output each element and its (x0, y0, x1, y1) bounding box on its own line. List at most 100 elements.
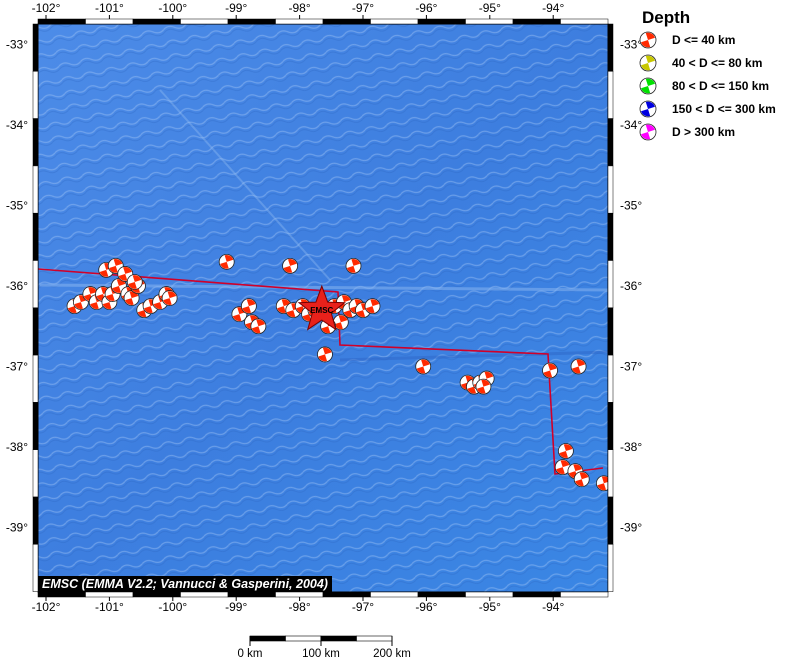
frame-segment (465, 18, 514, 25)
frame-segment (85, 591, 134, 598)
frame-segment (512, 591, 561, 598)
beachball-icon (639, 31, 657, 48)
latitude-tick-label: -35° (620, 199, 642, 213)
longitude-tick-label: -94° (542, 1, 564, 15)
frame-segment (607, 212, 614, 261)
scale-bar-segment (249, 635, 286, 642)
latitude-tick-label: -38° (6, 440, 28, 454)
beachball-icon (639, 54, 657, 71)
earthquake-event-marker (542, 362, 558, 379)
depth-legend: Depth D <= 40 km 40 < D <= 80 km 80 < D <=… (630, 8, 785, 143)
frame-segment (370, 18, 419, 25)
legend-label: 80 < D <= 150 km (672, 78, 770, 93)
longitude-tick-label: -101° (95, 600, 124, 614)
frame-segment (132, 18, 181, 25)
frame-segment (607, 260, 614, 309)
earthquake-event-marker (570, 358, 587, 375)
beachball-icon (639, 123, 657, 140)
longitude-tick-label: -99° (225, 1, 247, 15)
earthquake-event-marker (364, 298, 381, 315)
earthquake-event-marker (161, 290, 178, 306)
latitude-tick-label: -33° (6, 38, 28, 52)
epicenter-star-icon (297, 284, 346, 331)
legend-item: 40 < D <= 80 km (630, 51, 785, 74)
latitude-tick-label: -36° (620, 279, 642, 293)
longitude-tick-label: -99° (225, 600, 247, 614)
fracture-zone-band (159, 89, 331, 281)
legend-beachball (639, 31, 657, 48)
frame-segment (32, 544, 39, 592)
frame-segment (32, 212, 39, 261)
legend-item: D > 300 km (630, 120, 785, 143)
legend-item: 80 < D <= 150 km (630, 74, 785, 97)
frame-segment (607, 307, 614, 356)
epicenter-label: EMSC (310, 306, 333, 315)
scale-bar (249, 635, 393, 646)
latitude-tick-label: -37° (620, 360, 642, 374)
frame-segment (607, 544, 614, 592)
frame-segment (607, 71, 614, 119)
frame-segment (32, 307, 39, 356)
beachball-icon (639, 100, 657, 117)
frame-segment (227, 18, 276, 25)
longitude-tick-label: -96° (415, 1, 437, 15)
longitude-tick-label: -100° (158, 600, 187, 614)
frame-segment (32, 449, 39, 498)
scale-bar-segment (356, 635, 393, 642)
frame-segment (32, 165, 39, 214)
earthquake-event-marker (415, 358, 432, 375)
latitude-tick-label: -33° (620, 38, 642, 52)
earthquake-event-marker (596, 475, 608, 492)
earthquake-event-marker (240, 298, 257, 315)
frame-segment (417, 18, 466, 25)
frame-segment (32, 402, 39, 450)
frame-segment (275, 591, 324, 598)
legend-label: 40 < D <= 80 km (672, 55, 763, 70)
frame-segment (180, 591, 229, 598)
legend-beachball (639, 54, 657, 71)
legend-beachball (639, 100, 657, 117)
scale-bar-segment (320, 635, 357, 642)
latitude-tick-label: -39° (6, 521, 28, 535)
legend-item: 150 < D <= 300 km (630, 97, 785, 120)
legend-beachball (639, 123, 657, 140)
frame-segment (607, 496, 614, 545)
earthquake-event-marker (475, 378, 492, 395)
scale-bar-segment (285, 635, 322, 642)
longitude-tick-label: -98° (289, 1, 311, 15)
frame-segment (370, 591, 419, 598)
frame-segment (322, 18, 371, 25)
frame-segment (37, 591, 86, 598)
scale-label-200: 200 km (373, 648, 411, 660)
frame-segment (85, 18, 134, 25)
earthquake-event-marker (111, 278, 127, 294)
frame-segment (607, 449, 614, 498)
longitude-tick-label: -98° (289, 600, 311, 614)
frame-segment (227, 591, 276, 598)
legend-beachball (639, 77, 657, 94)
map-credit: EMSC (EMMA V2.2; Vannucci & Gasperini, 2… (38, 576, 332, 592)
earthquake-event-marker (218, 253, 235, 270)
frame-segment (132, 591, 181, 598)
longitude-tick-label: -96° (415, 600, 437, 614)
longitude-tick-label: -94° (542, 600, 564, 614)
frame-segment (322, 591, 371, 598)
frame-segment (560, 18, 609, 25)
legend-label: 150 < D <= 300 km (672, 101, 776, 116)
frame-segment (37, 18, 86, 25)
frame-segment (32, 23, 39, 72)
latitude-tick-label: -36° (6, 279, 28, 293)
longitude-tick-label: -95° (479, 600, 501, 614)
earthquake-event-marker (345, 257, 362, 274)
longitude-tick-label: -101° (95, 1, 124, 15)
longitude-tick-label: -97° (352, 600, 374, 614)
earthquake-event-marker (557, 443, 574, 459)
frame-segment (32, 496, 39, 545)
longitude-tick-label: -100° (158, 1, 187, 15)
earthquake-event-marker (332, 314, 349, 331)
scale-label-100: 100 km (302, 648, 340, 660)
frame-segment (607, 402, 614, 450)
frame-segment (180, 18, 229, 25)
frame-segment (607, 118, 614, 167)
